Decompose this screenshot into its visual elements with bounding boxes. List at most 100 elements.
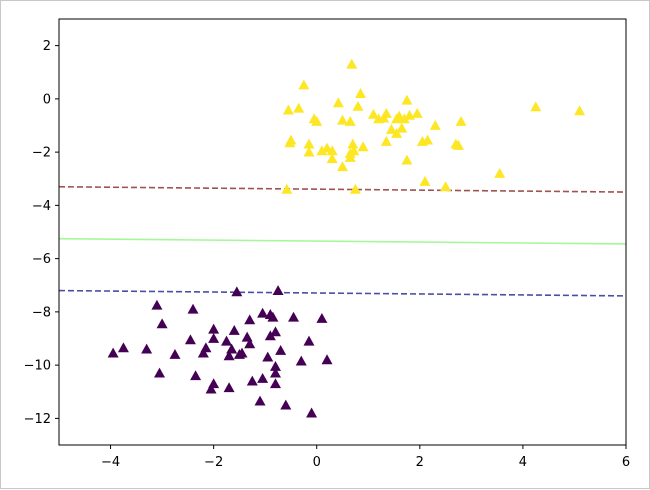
data-point-s2-48 — [306, 407, 318, 418]
data-point-s2-37 — [269, 367, 281, 378]
data-point-s2-4 — [187, 303, 199, 314]
x-tick-label: −4 — [101, 455, 120, 470]
data-point-s2-27 — [107, 347, 119, 358]
data-point-s1-6 — [355, 88, 367, 98]
data-point-s1-28 — [574, 105, 586, 116]
data-point-s1-50 — [419, 175, 431, 186]
data-point-s1-21 — [411, 108, 423, 118]
data-point-s2-39 — [190, 370, 202, 381]
data-point-s2-15 — [264, 330, 276, 341]
data-point-s1-32 — [347, 138, 359, 149]
data-point-s2-40 — [246, 375, 258, 386]
data-point-s2-24 — [275, 344, 287, 355]
data-point-s1-30 — [284, 137, 296, 148]
data-point-s1-42 — [337, 161, 348, 172]
data-point-s2-2 — [272, 285, 284, 295]
plot-area-frame — [58, 18, 627, 446]
data-point-s2-29 — [197, 347, 209, 358]
data-point-s1-4 — [282, 104, 294, 115]
y-tick-label: −8 — [32, 305, 51, 320]
data-point-s1-23 — [391, 127, 403, 138]
data-point-s1-10 — [311, 116, 323, 126]
data-point-s2-7 — [267, 311, 279, 322]
data-point-s2-17 — [184, 334, 196, 345]
data-point-s1-25 — [429, 120, 441, 130]
boundary-lines — [58, 185, 627, 297]
data-point-s1-20 — [404, 109, 416, 120]
y-tick-label: −12 — [24, 412, 51, 427]
data-point-s2-14 — [269, 326, 281, 337]
data-point-s2-1 — [231, 286, 243, 297]
data-point-s2-41 — [257, 372, 269, 383]
data-point-s1-7 — [352, 100, 364, 111]
data-point-s2-47 — [280, 399, 292, 410]
y-tick-label: −6 — [32, 252, 51, 267]
data-point-s1-22 — [385, 123, 397, 134]
x-tick-label: 6 — [622, 455, 630, 470]
data-point-s2-32 — [236, 347, 248, 358]
y-tick-label: 0 — [43, 92, 51, 107]
data-point-s2-13 — [228, 325, 240, 335]
data-point-s2-38 — [154, 367, 166, 378]
data-point-s1-24 — [396, 122, 408, 133]
data-point-s2-10 — [156, 318, 168, 329]
data-point-s1-48 — [401, 154, 413, 165]
boundary-line-3 — [58, 289, 627, 297]
data-point-s1-27 — [530, 101, 542, 112]
data-point-s2-3 — [151, 299, 163, 310]
data-points — [107, 58, 586, 418]
data-point-s1-3 — [293, 102, 305, 113]
data-point-s1-2 — [298, 79, 310, 90]
data-point-s1-40 — [326, 153, 338, 164]
data-point-s2-16 — [241, 331, 253, 342]
data-point-s1-47 — [452, 139, 464, 150]
data-point-s1-49 — [494, 167, 506, 178]
data-point-s2-33 — [262, 351, 274, 362]
data-point-s1-19 — [398, 113, 410, 124]
data-point-s1-41 — [344, 151, 356, 162]
data-point-s2-35 — [321, 354, 333, 365]
x-tick-label: 0 — [313, 455, 321, 470]
data-point-s2-34 — [295, 355, 307, 366]
data-point-s2-11 — [244, 314, 256, 325]
data-point-s2-26 — [117, 342, 129, 353]
y-tick-label: −4 — [32, 199, 51, 214]
boundary-line-2 — [58, 237, 627, 245]
data-point-s1-11 — [337, 114, 348, 125]
data-point-s1-33 — [357, 141, 369, 152]
data-point-s1-43 — [380, 135, 392, 146]
x-tick-label: 2 — [416, 455, 424, 470]
data-point-s2-36 — [269, 360, 281, 371]
boundary-line-1 — [58, 185, 627, 193]
data-point-s2-21 — [303, 335, 315, 346]
data-point-s2-12 — [208, 323, 220, 334]
data-point-s1-35 — [316, 145, 328, 156]
data-point-s1-26 — [455, 116, 467, 126]
data-point-s1-13 — [367, 108, 379, 119]
axis-ticks: −4 −2 0 2 4 6 2 0 −2 −4 −6 −8 −10 −12 — [24, 39, 631, 470]
data-point-s2-42 — [269, 378, 281, 389]
data-point-s1-51 — [440, 181, 452, 192]
data-point-s2-8 — [288, 311, 300, 322]
data-point-s2-28 — [169, 348, 181, 359]
data-point-s2-18 — [208, 333, 220, 343]
data-point-s1-36 — [326, 145, 338, 156]
data-point-s2-20 — [244, 338, 256, 349]
data-point-s2-19 — [221, 335, 233, 346]
data-point-s2-30 — [223, 350, 235, 361]
data-point-s1-53 — [349, 183, 361, 194]
data-point-s1-45 — [422, 134, 434, 145]
data-point-s2-5 — [257, 307, 269, 318]
data-point-s1-39 — [303, 146, 315, 157]
y-tick-label: 2 — [43, 39, 51, 54]
x-tick-label: −2 — [204, 455, 223, 470]
data-point-s2-46 — [254, 395, 266, 406]
data-point-s1-31 — [303, 138, 315, 149]
data-point-s1-52 — [281, 183, 293, 194]
data-point-s1-5 — [332, 97, 344, 108]
data-point-s1-1 — [346, 58, 358, 69]
data-point-s2-44 — [223, 382, 235, 393]
data-point-s1-12 — [344, 116, 356, 126]
